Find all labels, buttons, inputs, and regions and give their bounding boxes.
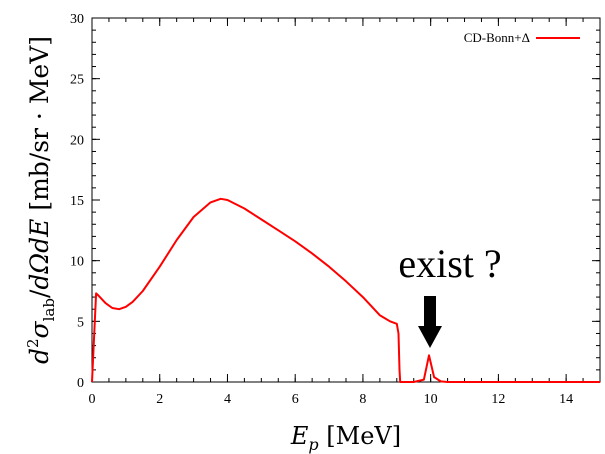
y-tick-label: 0 xyxy=(77,376,84,391)
y-tick-label: 5 xyxy=(77,315,84,330)
x-axis-label: Ep [MeV] xyxy=(290,422,401,454)
x-tick-label: 8 xyxy=(359,392,366,407)
y-tick-label: 25 xyxy=(70,73,84,88)
x-tick-label: 6 xyxy=(292,392,299,407)
legend-label: CD-Bonn+Δ xyxy=(464,30,530,45)
x-tick-label: 10 xyxy=(424,392,438,407)
legend: CD-Bonn+Δ xyxy=(464,30,580,45)
x-tick-label: 2 xyxy=(156,392,163,407)
y-tick-label: 20 xyxy=(70,133,84,148)
x-tick-label: 12 xyxy=(491,392,505,407)
x-tick-label: 14 xyxy=(559,392,573,407)
series-line-cd-bonn-delta xyxy=(91,197,600,383)
plot-area xyxy=(91,17,601,383)
axis-ticks xyxy=(91,17,601,383)
y-tick-label: 10 xyxy=(70,255,84,270)
down-arrow-icon xyxy=(418,296,442,348)
y-tick-label: 30 xyxy=(70,12,84,27)
x-tick-label: 0 xyxy=(89,392,96,407)
y-tick-label: 15 xyxy=(70,194,84,209)
x-tick-label: 4 xyxy=(224,392,231,407)
tick-labels: 0 2 4 6 8 10 12 14 0 5 10 15 20 25 30 xyxy=(70,12,573,407)
y-axis-label: d2σlab/dΩdE [mb/sr · MeV] xyxy=(24,36,58,364)
annotation-text: exist ? xyxy=(398,241,501,286)
